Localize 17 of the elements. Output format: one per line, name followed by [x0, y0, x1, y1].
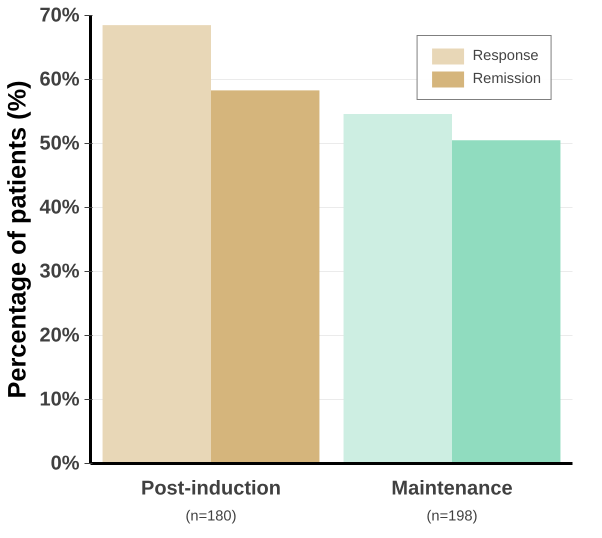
y-tick-label: 30% [39, 260, 80, 282]
y-tick-label: 50% [39, 132, 80, 154]
bar [452, 140, 560, 464]
bar [211, 90, 320, 464]
category-label: Post-induction (n=180) [141, 478, 281, 524]
y-tick-label: 0% [50, 452, 80, 474]
y-tick-label: 40% [39, 196, 80, 218]
bar [344, 114, 452, 464]
y-tick-label: 70% [39, 4, 80, 26]
y-axis-title: Percentage of patients (%) [3, 80, 32, 399]
legend-label: Remission [472, 71, 541, 87]
category-label: Maintenance (n=198) [391, 478, 513, 524]
bar [102, 25, 211, 464]
y-tick-label: 60% [39, 68, 80, 90]
legend-label: Response [472, 48, 539, 64]
y-tick-label: 10% [39, 388, 80, 410]
y-tick-label: 20% [39, 324, 80, 346]
